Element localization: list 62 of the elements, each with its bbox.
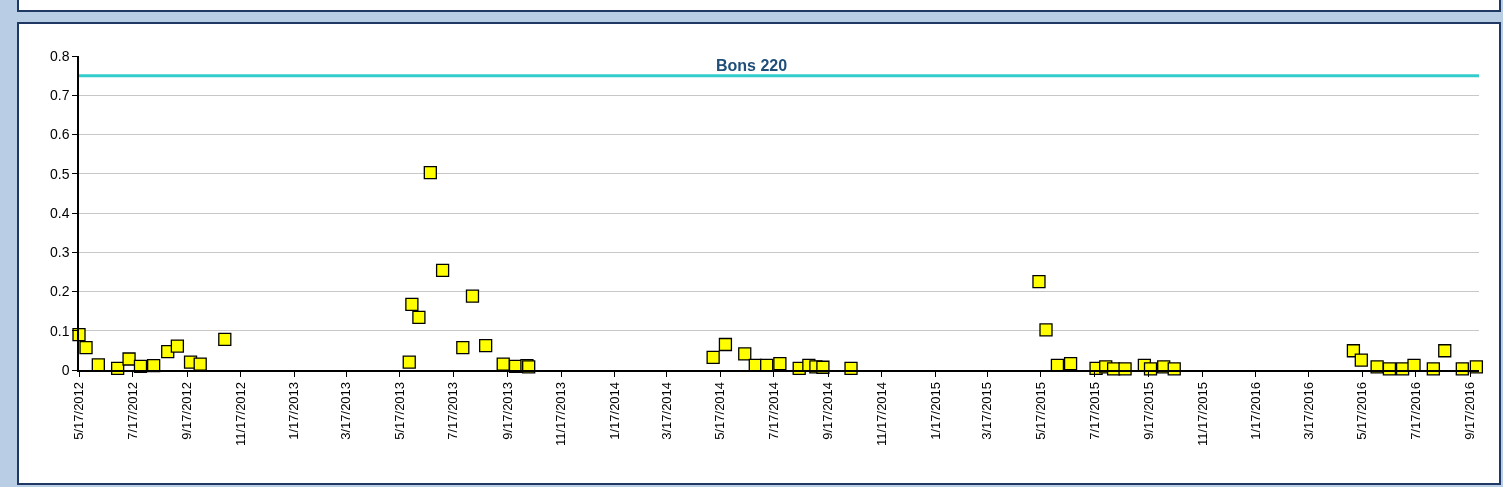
x-tick-label: 5/17/2012 (71, 381, 87, 440)
x-tick-label: 5/17/2016 (1354, 381, 1370, 440)
point (423, 165, 437, 180)
y-tick-label: 0.1 (49, 322, 70, 339)
point (1063, 357, 1078, 371)
point (1039, 323, 1053, 337)
x-tick-label: 1/17/2016 (1248, 381, 1264, 440)
x-tick-label: 9/17/2015 (1140, 381, 1156, 440)
point (412, 310, 426, 325)
x-tick-label: 3/17/2015 (979, 381, 995, 440)
x-tick-label: 7/17/2015 (1086, 381, 1102, 440)
point (170, 339, 185, 353)
x-tick-label: 11/17/2013 (553, 381, 569, 447)
point (79, 340, 93, 355)
point (465, 289, 480, 303)
point (1438, 344, 1452, 358)
point (218, 332, 232, 347)
x-tick-label: 3/17/2014 (658, 381, 674, 440)
x-tick-label: 3/17/2013 (338, 381, 354, 440)
x-tick-label: 11/17/2014 (873, 381, 889, 447)
y-tick-label: 0 (61, 361, 70, 378)
y-tick-label: 0.2 (49, 283, 70, 300)
point (405, 297, 419, 312)
point (496, 357, 510, 371)
x-tick-label: 9/17/2014 (820, 381, 836, 440)
y-tick-label: 0.7 (49, 87, 70, 104)
x-tick-label: 9/17/2016 (1462, 381, 1478, 440)
x-tick-label: 9/17/2012 (179, 381, 195, 440)
x-tick-label: 9/17/2013 (499, 381, 515, 440)
point (193, 357, 207, 371)
point (1469, 360, 1484, 374)
point (479, 339, 493, 353)
x-tick-label: 5/17/2015 (1032, 381, 1048, 440)
point (1370, 360, 1384, 374)
point (706, 350, 720, 365)
y-tick-label: 0.8 (49, 47, 70, 64)
x-tick-label: 1/17/2014 (606, 381, 622, 440)
x-tick-label: 3/17/2016 (1300, 381, 1316, 440)
x-tick-label: 7/17/2014 (765, 381, 781, 440)
y-tick-label: 0.5 (49, 165, 70, 182)
x-tick-label: 7/17/2016 (1407, 381, 1423, 440)
point (402, 355, 416, 369)
x-tick-label: 11/17/2015 (1194, 381, 1210, 447)
x-tick-label: 7/17/2013 (445, 381, 461, 440)
point (1354, 353, 1368, 367)
point (738, 347, 752, 361)
x-tick-label: 5/17/2014 (712, 381, 728, 440)
y-tick-label: 0.6 (49, 126, 70, 143)
point (456, 340, 470, 355)
point (1032, 275, 1046, 289)
x-tick-label: 1/17/2013 (286, 381, 302, 440)
point (122, 352, 136, 366)
x-tick-label: 5/17/2013 (391, 381, 407, 440)
point (718, 337, 733, 352)
point (773, 357, 787, 371)
x-tick-label: 1/17/2015 (927, 381, 943, 440)
y-tick-label: 0.3 (49, 244, 70, 261)
point (435, 263, 450, 277)
ref-line-label: Bons 220 (716, 57, 788, 74)
x-tick-label: 11/17/2012 (232, 381, 248, 447)
y-tick-label: 0.4 (49, 204, 70, 221)
x-tick-label: 7/17/2012 (124, 381, 140, 440)
